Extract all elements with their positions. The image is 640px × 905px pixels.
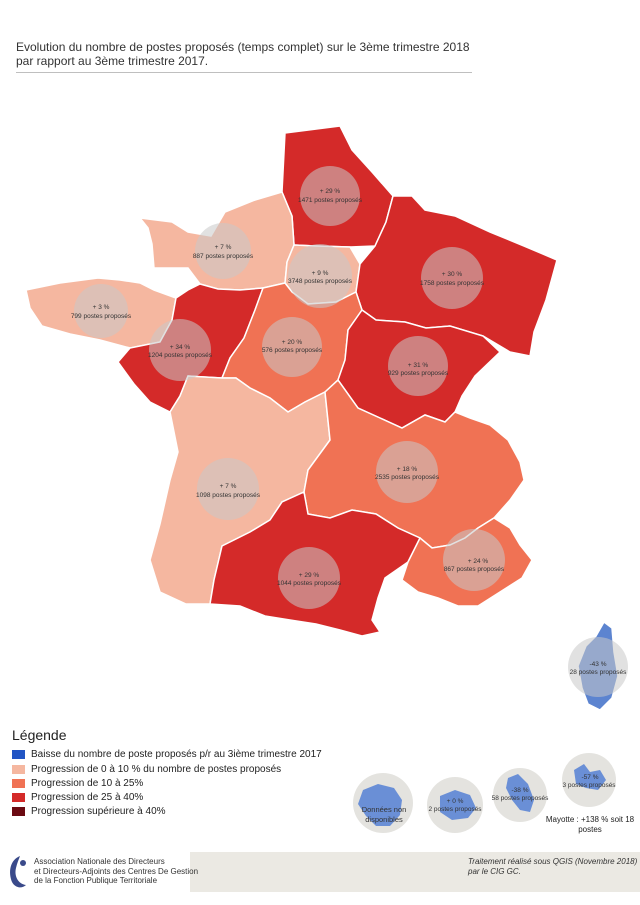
dom-label-reunion-pct: + 0 % <box>447 798 464 805</box>
legend-item-0-10: Progression de 0 à 10 % du nombre de pos… <box>12 763 281 775</box>
bubble-circle-grand-est <box>421 247 483 309</box>
dom-shape-martinique[interactable] <box>506 774 534 812</box>
label-postes-normandie: 887 postes proposés <box>193 253 254 260</box>
dom-label-guyane-2: disponibles <box>365 815 403 824</box>
label-postes-bretagne: 799 postes proposés <box>71 313 132 320</box>
label-postes-ile-de-france: 3748 postes proposés <box>288 278 353 285</box>
bubble-circle-corse <box>568 637 628 697</box>
legend-swatch <box>12 764 25 774</box>
bubble-circle-nouvelle-aquitaine <box>197 458 259 520</box>
bubble-circle-normandie <box>195 223 251 279</box>
dom-label-guadeloupe-pct: -57 % <box>582 774 599 781</box>
legend-item-10-25: Progression de 10 à 25% <box>12 777 143 789</box>
title-divider <box>16 72 472 73</box>
dom-shape-guyane[interactable] <box>358 784 402 826</box>
bubble-circle-auvergne-rhone-alpes <box>376 441 438 503</box>
dom-shape-reunion[interactable] <box>440 790 476 820</box>
label-pct-paca: + 24 % <box>468 558 489 565</box>
bubble-circle-centre-val-de-loire <box>262 317 322 377</box>
label-postes-auvergne-rhone-alpes: 2535 postes proposés <box>375 474 440 481</box>
org-line-3: de la Fonction Publique Territoriale <box>34 876 158 885</box>
bubble-circle-paca <box>443 529 505 591</box>
org-name: Association Nationale des Directeurs et … <box>34 857 234 886</box>
map-credit: Traitement réalisé sous QGIS (Novembre 2… <box>468 857 638 876</box>
bubble-circle-bretagne <box>74 284 128 338</box>
label-postes-nouvelle-aquitaine: 1098 postes proposés <box>196 492 261 499</box>
footer-band <box>190 852 640 892</box>
dom-label-guyane-1: Données non <box>362 805 407 814</box>
dom-label-guadeloupe-postes: 3 postes proposés <box>562 782 616 789</box>
bubble-circle-pays-de-la-loire <box>149 319 211 381</box>
label-postes-paca: 867 postes proposés <box>444 566 505 573</box>
dom-label-martinique-pct: -38 % <box>512 787 529 794</box>
dom-insets: Données non disponibles + 0 % 2 postes p… <box>353 753 616 833</box>
legend-label: Progression supérieure à 40% <box>31 805 166 817</box>
dom-shape-guadeloupe[interactable] <box>574 764 606 790</box>
org-line-1: Association Nationale des Directeurs <box>34 857 165 866</box>
label-pct-bourgogne-franche-comte: + 31 % <box>408 362 429 369</box>
bubble-group <box>74 166 628 697</box>
label-postes-pays-de-la-loire: 1204 postes proposés <box>148 352 213 359</box>
legend-swatch <box>12 749 25 759</box>
label-pct-pays-de-la-loire: + 34 % <box>170 344 191 351</box>
dom-label-reunion-postes: 2 postes proposés <box>428 806 482 813</box>
mayotte-note: Mayotte : +138 % soit 18 postes <box>545 815 635 834</box>
legend-item-40-plus: Progression supérieure à 40% <box>12 805 166 817</box>
legend-label: Progression de 10 à 25% <box>31 777 144 789</box>
legend-item-baisse: Baisse du nombre de poste proposés p/r a… <box>12 748 322 760</box>
legend-label: Baisse du nombre de poste proposés p/r a… <box>31 748 322 760</box>
label-pct-hauts-de-france: + 29 % <box>320 188 341 195</box>
label-postes-bourgogne-franche-comte: 929 postes proposés <box>388 370 449 377</box>
label-postes-centre-val-de-loire: 576 postes proposés <box>262 347 323 354</box>
legend-swatch <box>12 778 25 788</box>
label-pct-auvergne-rhone-alpes: + 18 % <box>397 466 418 473</box>
label-pct-normandie: + 7 % <box>215 244 232 251</box>
bubble-circle-bourgogne-franche-comte <box>388 336 448 396</box>
org-logo-icon <box>10 856 26 888</box>
legend-label: Progression de 0 à 10 % du nombre de pos… <box>31 763 282 775</box>
map-title: Evolution du nombre de postes proposés (… <box>16 40 470 68</box>
footer: Association Nationale des Directeurs et … <box>0 852 640 902</box>
bubble-circle-ile-de-france <box>288 244 352 308</box>
label-pct-occitanie: + 29 % <box>299 572 320 579</box>
dom-label-martinique-postes: 58 postes proposés <box>492 795 549 802</box>
label-pct-centre-val-de-loire: + 20 % <box>282 339 303 346</box>
label-postes-corse: 28 postes proposés <box>570 669 627 676</box>
legend-swatch <box>12 806 25 816</box>
legend-item-25-40: Progression de 25 à 40% <box>12 791 143 803</box>
bubble-circle-occitanie <box>278 547 340 609</box>
label-pct-ile-de-france: + 9 % <box>312 270 329 277</box>
label-pct-nouvelle-aquitaine: + 7 % <box>220 483 237 490</box>
label-pct-grand-est: + 30 % <box>442 271 463 278</box>
legend-label: Progression de 25 à 40% <box>31 791 144 803</box>
label-pct-corse: -43 % <box>590 661 607 668</box>
bubble-circle-hauts-de-france <box>300 166 360 226</box>
legend-swatch <box>12 792 25 802</box>
legend-title: Légende <box>12 727 67 743</box>
org-line-2: et Directeurs-Adjoints des Centres De Ge… <box>34 866 199 876</box>
label-postes-occitanie: 1044 postes proposés <box>277 580 342 587</box>
label-postes-hauts-de-france: 1471 postes proposés <box>298 197 363 204</box>
label-pct-bretagne: + 3 % <box>93 304 110 311</box>
label-postes-grand-est: 1758 postes proposés <box>420 280 485 287</box>
